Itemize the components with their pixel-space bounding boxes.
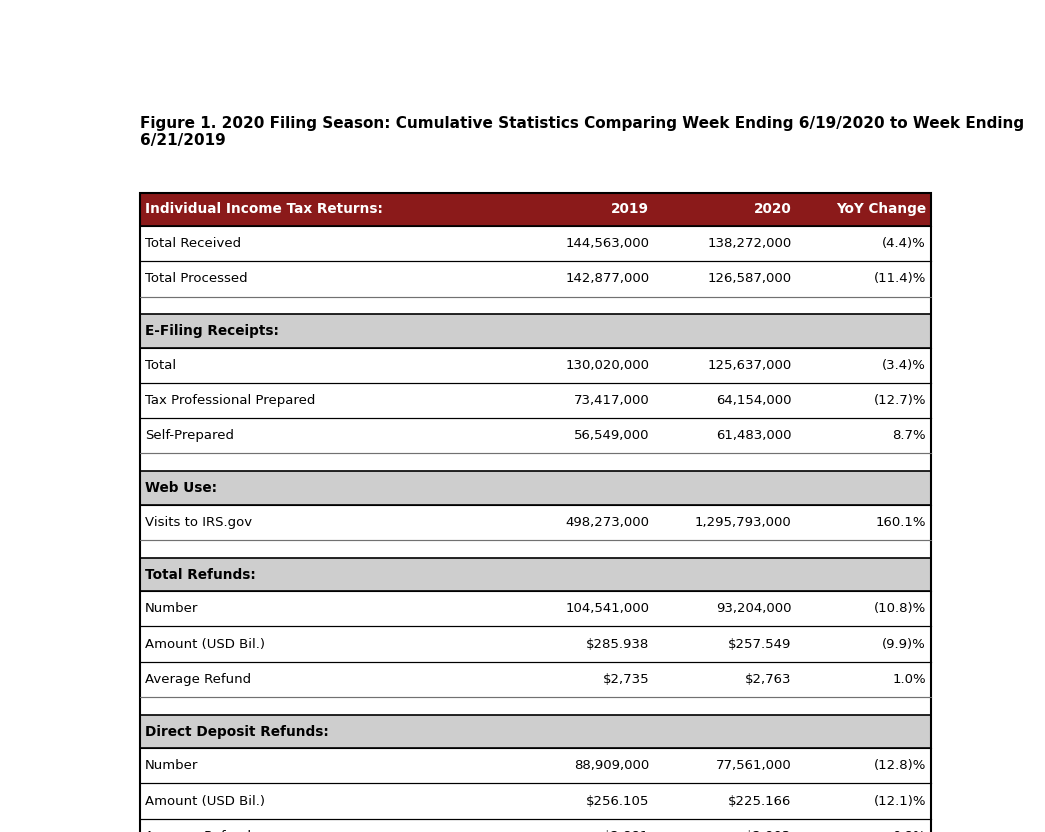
Text: 93,204,000: 93,204,000 (716, 602, 791, 616)
Bar (140, 626, 931, 661)
Bar (140, 540, 931, 558)
Text: 126,587,000: 126,587,000 (707, 272, 791, 285)
Text: $2,735: $2,735 (603, 673, 649, 686)
Bar (140, 348, 931, 383)
Text: (10.8)%: (10.8)% (874, 602, 926, 616)
Text: 8.7%: 8.7% (892, 429, 926, 443)
Bar (140, 472, 931, 505)
Bar (140, 383, 931, 418)
Text: $285.938: $285.938 (586, 637, 649, 651)
Text: 130,020,000: 130,020,000 (565, 359, 649, 372)
Text: Amount (USD Bil.): Amount (USD Bil.) (145, 795, 265, 808)
Bar (140, 558, 931, 592)
Text: Number: Number (145, 602, 199, 616)
Bar (140, 453, 931, 472)
Text: 1.0%: 1.0% (892, 673, 926, 686)
Text: Total: Total (145, 359, 177, 372)
Bar (140, 505, 931, 540)
Bar (140, 592, 931, 626)
Text: $225.166: $225.166 (728, 795, 791, 808)
Bar (140, 715, 931, 748)
Bar (140, 697, 931, 715)
Text: 125,637,000: 125,637,000 (707, 359, 791, 372)
Text: Total Processed: Total Processed (145, 272, 248, 285)
Text: (12.8)%: (12.8)% (874, 760, 926, 772)
Text: YoY Change: YoY Change (836, 202, 926, 216)
Text: 77,561,000: 77,561,000 (716, 760, 791, 772)
Bar (140, 193, 931, 226)
Text: Amount (USD Bil.): Amount (USD Bil.) (145, 637, 265, 651)
Bar (140, 748, 931, 784)
Bar (140, 661, 931, 697)
Text: Figure 1. 2020 Filing Season: Cumulative Statistics Comparing Week Ending 6/19/2: Figure 1. 2020 Filing Season: Cumulative… (140, 116, 1024, 148)
Bar (140, 226, 931, 261)
Bar (140, 314, 931, 348)
Text: Web Use:: Web Use: (145, 481, 217, 495)
Text: 61,483,000: 61,483,000 (716, 429, 791, 443)
Text: 498,273,000: 498,273,000 (565, 516, 649, 529)
Text: (11.4)%: (11.4)% (874, 272, 926, 285)
Text: (3.4)%: (3.4)% (882, 359, 926, 372)
Text: 88,909,000: 88,909,000 (574, 760, 649, 772)
Text: $2,881: $2,881 (603, 830, 649, 832)
Text: Visits to IRS.gov: Visits to IRS.gov (145, 516, 252, 529)
Text: Total Received: Total Received (145, 237, 241, 250)
Text: 1,295,793,000: 1,295,793,000 (695, 516, 791, 529)
Text: Average Refund: Average Refund (145, 673, 252, 686)
Text: (12.7)%: (12.7)% (874, 394, 926, 407)
Text: E-Filing Receipts:: E-Filing Receipts: (145, 324, 279, 338)
Bar (140, 261, 931, 296)
Text: Individual Income Tax Returns:: Individual Income Tax Returns: (145, 202, 384, 216)
Text: Average Refund: Average Refund (145, 830, 252, 832)
Text: Tax Professional Prepared: Tax Professional Prepared (145, 394, 316, 407)
Bar (140, 819, 931, 832)
Text: $2,903: $2,903 (745, 830, 791, 832)
Text: Self-Prepared: Self-Prepared (145, 429, 234, 443)
Text: 0.8%: 0.8% (892, 830, 926, 832)
Text: 56,549,000: 56,549,000 (574, 429, 649, 443)
Text: 138,272,000: 138,272,000 (707, 237, 791, 250)
Text: 73,417,000: 73,417,000 (574, 394, 649, 407)
Text: Number: Number (145, 760, 199, 772)
Text: 64,154,000: 64,154,000 (716, 394, 791, 407)
Bar (140, 296, 931, 314)
Text: Total Refunds:: Total Refunds: (145, 567, 256, 582)
Text: 144,563,000: 144,563,000 (565, 237, 649, 250)
Text: $2,763: $2,763 (745, 673, 791, 686)
Text: 160.1%: 160.1% (876, 516, 926, 529)
Text: 2020: 2020 (753, 202, 791, 216)
Text: 142,877,000: 142,877,000 (565, 272, 649, 285)
Text: 104,541,000: 104,541,000 (565, 602, 649, 616)
Text: $257.549: $257.549 (728, 637, 791, 651)
Text: $256.105: $256.105 (586, 795, 649, 808)
Text: 2019: 2019 (611, 202, 649, 216)
Bar (140, 418, 931, 453)
Text: (9.9)%: (9.9)% (882, 637, 926, 651)
Text: (12.1)%: (12.1)% (874, 795, 926, 808)
Text: Direct Deposit Refunds:: Direct Deposit Refunds: (145, 725, 329, 739)
Text: (4.4)%: (4.4)% (882, 237, 926, 250)
Bar (140, 784, 931, 819)
